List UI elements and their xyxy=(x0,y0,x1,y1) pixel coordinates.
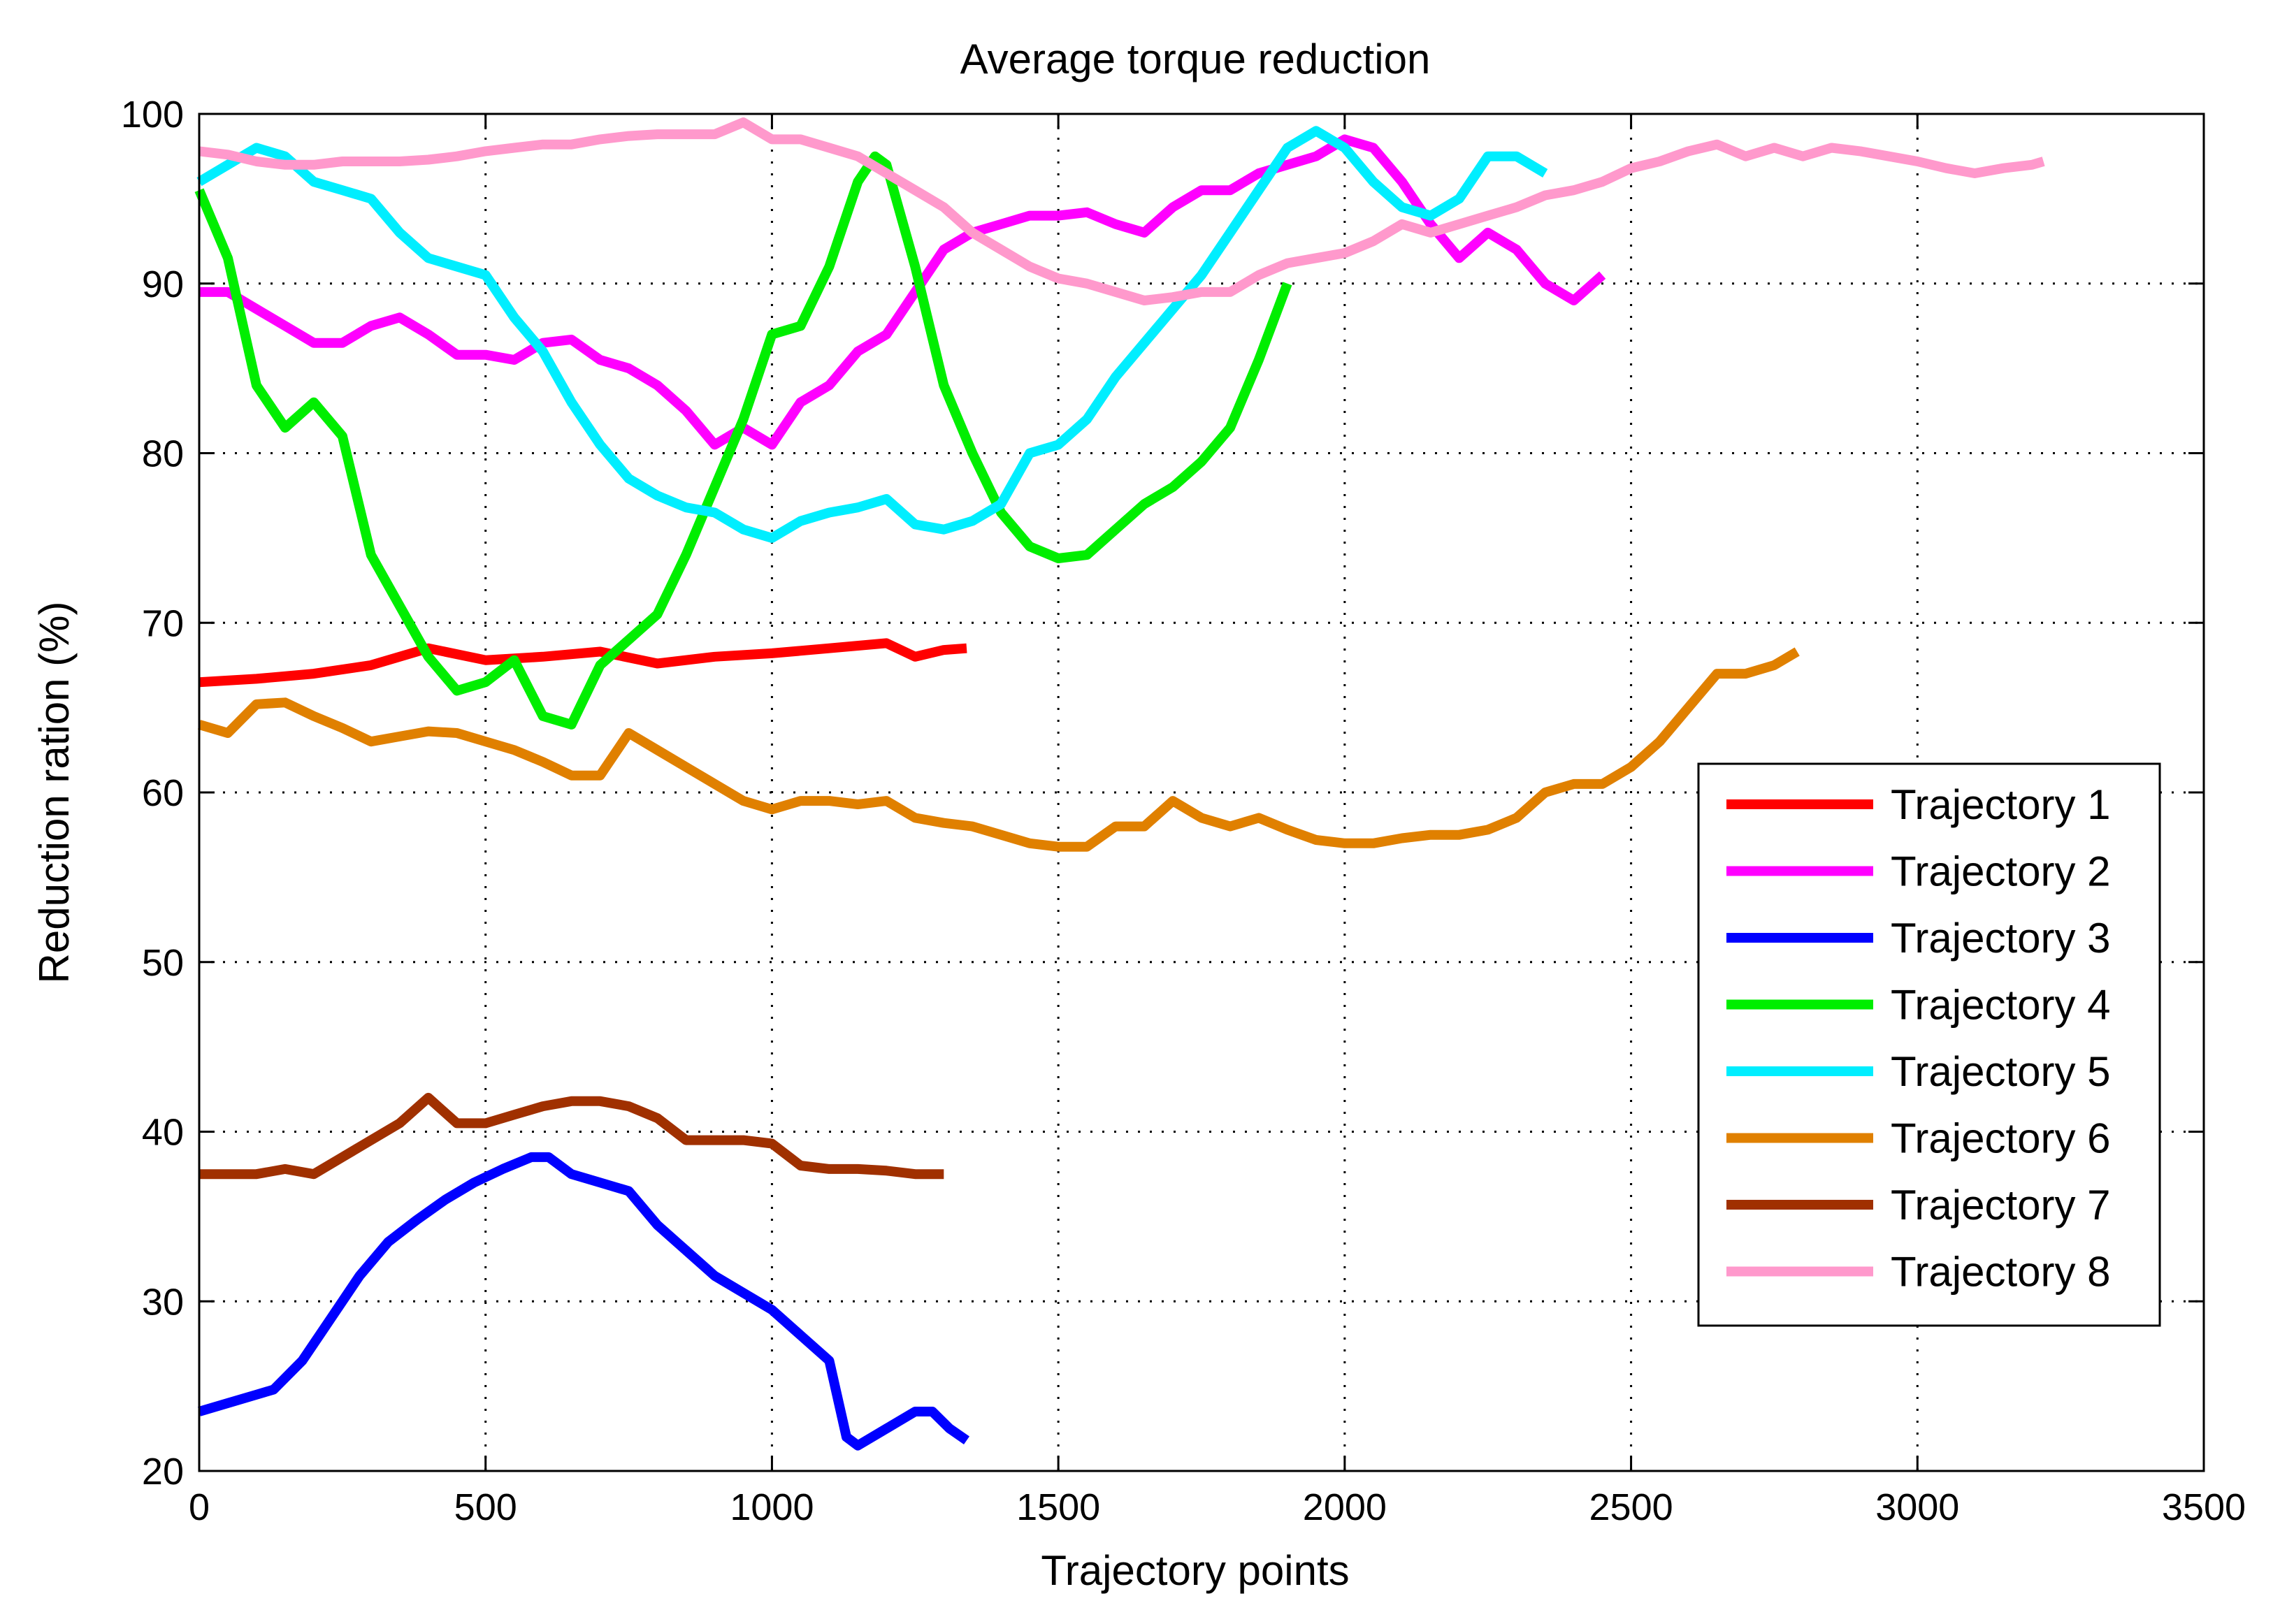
series-line-trajectory-5 xyxy=(196,126,1548,543)
series-line-trajectory-2 xyxy=(199,134,1606,450)
x-tick-label: 1500 xyxy=(1016,1486,1100,1528)
legend-label: Trajectory 3 xyxy=(1891,915,2111,962)
y-tick-label: 30 xyxy=(142,1281,184,1323)
legend-label: Trajectory 2 xyxy=(1891,848,2111,895)
legend-label: Trajectory 8 xyxy=(1891,1249,2111,1296)
chart-title: Average torque reduction xyxy=(960,36,1431,82)
x-tick-label: 2000 xyxy=(1303,1486,1387,1528)
legend: Trajectory 1 Trajectory 2 Trajectory 3 Traj… xyxy=(1697,762,2161,1327)
series-line-trajectory-7 xyxy=(199,1092,944,1180)
legend-label: Trajectory 6 xyxy=(1891,1115,2111,1162)
y-tick-label: 70 xyxy=(142,602,184,644)
y-tick-label: 40 xyxy=(142,1112,184,1154)
y-tick-label: 60 xyxy=(142,772,184,814)
y-axis-label: Reduction ration (%) xyxy=(31,602,78,984)
series-group xyxy=(194,117,2045,1451)
series-line-trajectory-6 xyxy=(198,647,1800,852)
y-tick-label: 80 xyxy=(142,433,184,475)
ticks: 0 500 1000 1500 2000 2500 3000 3500 20 30 40 50 60 70… xyxy=(121,94,2246,1528)
series-line-trajectory-4 xyxy=(194,151,1292,730)
series-line-trajectory-1 xyxy=(199,638,967,688)
legend-label: Trajectory 5 xyxy=(1891,1048,2111,1095)
x-tick-label: 1000 xyxy=(730,1486,814,1528)
y-tick-label: 20 xyxy=(142,1451,184,1493)
x-tick-label: 2500 xyxy=(1589,1486,1673,1528)
series-line-trajectory-3 xyxy=(198,1152,969,1451)
legend-label: Trajectory 7 xyxy=(1891,1182,2111,1228)
x-tick-label: 3500 xyxy=(2162,1486,2246,1528)
legend-label: Trajectory 1 xyxy=(1891,781,2111,828)
series-line-trajectory-8 xyxy=(199,117,2045,305)
x-tick-label: 0 xyxy=(189,1486,210,1528)
legend-label: Trajectory 4 xyxy=(1891,982,2111,1029)
x-tick-label: 500 xyxy=(454,1486,517,1528)
y-tick-label: 100 xyxy=(121,94,184,136)
x-axis-label: Trajectory points xyxy=(1041,1547,1349,1594)
x-tick-label: 3000 xyxy=(1875,1486,1959,1528)
legend-box xyxy=(1697,762,2161,1327)
y-tick-label: 50 xyxy=(142,942,184,984)
y-tick-label: 90 xyxy=(142,263,184,305)
